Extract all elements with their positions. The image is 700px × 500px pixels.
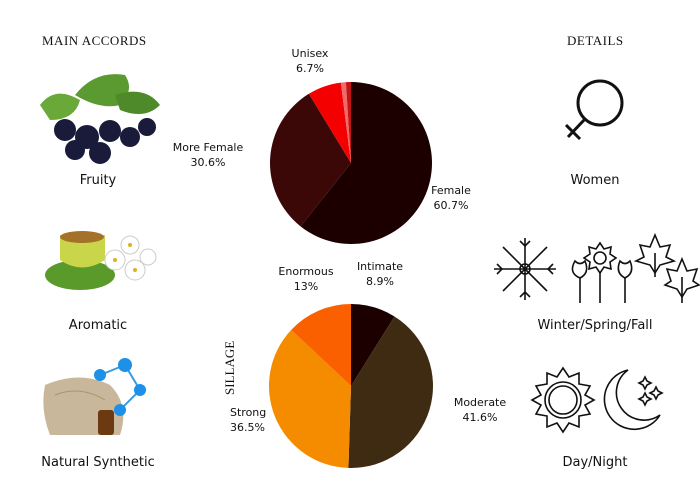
slice-name: Intimate: [356, 260, 404, 273]
pie-slice-unisex: [308, 82, 351, 163]
maple-leaves-icon: [633, 233, 700, 303]
accord-label: Fruity: [79, 173, 117, 188]
sillage-pie: [269, 304, 433, 468]
detail-label: Winter/Spring/Fall: [537, 318, 653, 333]
slice-value: 13%: [293, 280, 319, 293]
slice-label-more-female: More Female 30.6%: [170, 140, 246, 170]
accord-label: Natural Synthetic: [41, 455, 155, 470]
slice-value: 60.7%: [433, 199, 469, 212]
snowflake-icon: [494, 238, 556, 300]
flowers-icon: [571, 241, 633, 303]
pie-slice-more-female: [270, 93, 351, 227]
sun-icon: [530, 366, 596, 434]
pie-slice-female: [300, 82, 432, 244]
slice-label-moderate: Moderate 41.6%: [450, 395, 510, 425]
slice-name: Strong: [230, 406, 267, 419]
slice-label-female: Female 60.7%: [428, 183, 474, 213]
pie-slice-strong: [269, 329, 351, 468]
female-symbol-icon: [564, 79, 624, 141]
slice-label-unisex: Unisex 6.7%: [290, 46, 330, 76]
slice-label-intimate: Intimate 8.9%: [355, 259, 405, 289]
details-heading: DETAILS: [567, 33, 624, 48]
sillage-title: SILLAGE: [222, 340, 237, 395]
blackcurrant-image: [40, 74, 160, 164]
slice-label-strong: Strong 36.5%: [230, 405, 274, 435]
pie-slice: [340, 82, 351, 163]
tea-jasmine-image: [45, 231, 157, 290]
pie-slice: [345, 82, 351, 163]
detail-label: Day/Night: [562, 455, 628, 470]
pie-slice-moderate: [348, 316, 433, 468]
pie-slice-intimate: [351, 304, 395, 386]
slice-name: Unisex: [291, 47, 329, 60]
slice-value: 8.9%: [366, 275, 394, 288]
main-accords-heading: MAIN ACCORDS: [42, 33, 147, 48]
gender-pie: [270, 82, 432, 244]
slice-value: 41.6%: [462, 411, 498, 424]
slice-value: 30.6%: [190, 156, 226, 169]
detail-label: Women: [570, 173, 620, 188]
seasons-icon: [494, 233, 700, 303]
moon-stars-icon: [603, 369, 664, 431]
slice-value: 6.7%: [296, 62, 324, 75]
slice-name: Moderate: [453, 396, 507, 409]
molecule-fabric-image: [43, 358, 146, 435]
pie-slice-enormous: [291, 304, 351, 386]
slice-value: 36.5%: [230, 421, 265, 434]
slice-name: More Female: [172, 141, 244, 154]
slice-name: Female: [431, 184, 471, 197]
slice-name: Enormous: [278, 265, 334, 278]
accord-label: Aromatic: [68, 318, 128, 333]
slice-label-enormous: Enormous 13%: [278, 264, 334, 294]
sun-moon-icon: [530, 366, 664, 434]
